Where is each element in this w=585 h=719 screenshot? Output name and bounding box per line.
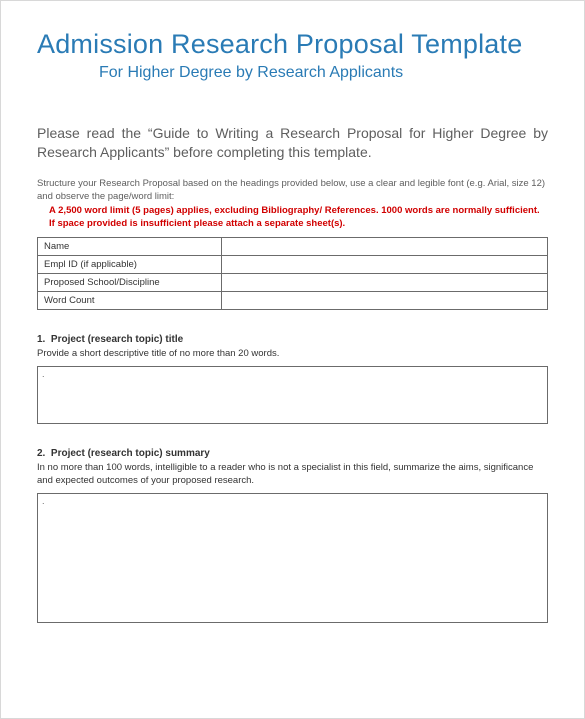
table-row: Proposed School/Discipline xyxy=(38,274,548,292)
section-title: Project (research topic) summary xyxy=(51,448,210,459)
info-value-school[interactable] xyxy=(221,274,547,292)
intro-paragraph: Please read the “Guide to Writing a Rese… xyxy=(37,124,548,162)
document-subtitle: For Higher Degree by Research Applicants xyxy=(99,64,548,82)
section-2-input-box[interactable]: . xyxy=(37,493,548,623)
section-2-description: In no more than 100 words, intelligible … xyxy=(37,462,548,487)
info-label-name: Name xyxy=(38,238,222,256)
info-label-wordcount: Word Count xyxy=(38,292,222,310)
table-row: Word Count xyxy=(38,292,548,310)
document-page: Admission Research Proposal Template For… xyxy=(1,1,584,623)
section-1-description: Provide a short descriptive title of no … xyxy=(37,348,548,360)
info-value-name[interactable] xyxy=(221,238,547,256)
table-row: Name xyxy=(38,238,548,256)
structure-note: Structure your Research Proposal based o… xyxy=(37,178,548,204)
section-1-input-box[interactable]: . xyxy=(37,366,548,424)
document-title: Admission Research Proposal Template xyxy=(37,29,548,60)
info-label-school: Proposed School/Discipline xyxy=(38,274,222,292)
section-title: Project (research topic) title xyxy=(51,334,183,345)
info-value-emplid[interactable] xyxy=(221,256,547,274)
section-number: 2. xyxy=(37,448,45,459)
section-1-heading: 1. Project (research topic) title xyxy=(37,334,548,345)
applicant-info-table: Name Empl ID (if applicable) Proposed Sc… xyxy=(37,237,548,310)
info-value-wordcount[interactable] xyxy=(221,292,547,310)
section-number: 1. xyxy=(37,334,45,345)
info-label-emplid: Empl ID (if applicable) xyxy=(38,256,222,274)
section-2-heading: 2. Project (research topic) summary xyxy=(37,448,548,459)
word-limit-warning: A 2,500 word limit (5 pages) applies, ex… xyxy=(49,205,548,231)
table-row: Empl ID (if applicable) xyxy=(38,256,548,274)
